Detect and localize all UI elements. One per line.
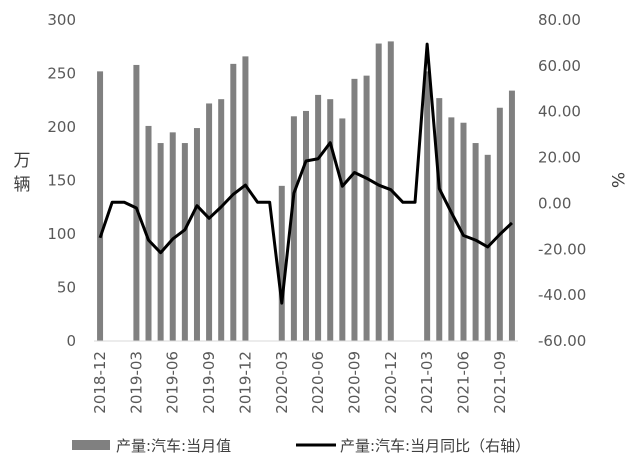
bar-2020-09 <box>351 78 358 341</box>
bar-series <box>97 41 515 342</box>
x-tick-label: 2019-06 <box>164 351 182 414</box>
bar-2020-05 <box>303 110 309 341</box>
y-right-tick-label: -60.00 <box>538 332 586 350</box>
tick-labels: 0 50 100 150 200 250 300 -60.00 -40.00 -20.00 0.00… <box>47 11 586 414</box>
bar-2019-07 <box>181 143 188 341</box>
yoy-line <box>98 42 513 305</box>
bar-2019-11 <box>230 63 237 342</box>
legend-bar-label: 产量:汽车:当月值 <box>116 437 231 455</box>
bar-2021-03 <box>424 71 431 342</box>
y-right-tick-label: 20.00 <box>538 149 581 167</box>
y-right-tick-label: -40.00 <box>538 286 586 304</box>
y-right-axis-title: % <box>607 172 626 188</box>
bar-2021-05 <box>448 117 455 342</box>
y-left-tick-label: 200 <box>47 118 76 136</box>
bar-2021-07 <box>472 143 479 341</box>
bar-2020-07 <box>327 99 334 342</box>
bar-2019-03 <box>133 64 140 341</box>
bar-2021-04 <box>436 98 443 341</box>
bar-2020-04 <box>290 116 297 341</box>
y-right-tick-label: 0.00 <box>538 194 571 212</box>
x-tick-label: 2021-09 <box>491 351 509 414</box>
bar-2021-10 <box>508 90 515 342</box>
bar-2020-11 <box>375 43 382 341</box>
bar-2019-05 <box>157 143 164 341</box>
x-tick-label: 2018-12 <box>91 351 109 414</box>
bar-2020-10 <box>363 75 370 341</box>
y-left-tick-label: 0 <box>66 332 76 350</box>
bar-2020-06 <box>315 94 322 342</box>
y-left-tick-label: 100 <box>47 225 76 243</box>
bar-2021-09 <box>496 107 503 342</box>
x-tick-label: 2020-12 <box>382 351 400 414</box>
y-right-tick-label: -20.00 <box>538 240 586 258</box>
bar-2020-08 <box>339 118 346 341</box>
bar-2020-03 <box>278 185 285 341</box>
y-left-tick-label: 50 <box>57 279 76 297</box>
x-tick-label: 2020-09 <box>345 351 363 414</box>
bar-2019-10 <box>218 99 225 342</box>
x-tick-label: 2021-03 <box>418 351 436 414</box>
y-left-tick-label: 150 <box>47 172 76 190</box>
y-left-tick-label: 300 <box>47 11 76 29</box>
bar-2019-09 <box>206 103 213 342</box>
bar-2018-12 <box>97 71 104 342</box>
x-tick-label: 2019-03 <box>127 351 145 414</box>
bar-2019-08 <box>193 128 200 341</box>
x-tick-label: 2020-06 <box>309 351 327 414</box>
x-tick-label: 2021-06 <box>454 351 472 414</box>
x-tick-label: 2019-12 <box>236 351 254 414</box>
legend: 产量:汽车:当月值 产量:汽车:当月同比（右轴） <box>72 437 530 455</box>
bar-2019-06 <box>169 132 176 341</box>
y-right-tick-label: 80.00 <box>538 11 581 29</box>
x-tick-label: 2019-09 <box>200 351 218 414</box>
legend-bar-swatch <box>72 440 110 450</box>
x-tick-label: 2020-03 <box>273 351 291 414</box>
bar-2021-06 <box>460 122 467 341</box>
bar-2019-04 <box>145 125 152 342</box>
y-right-tick-label: 40.00 <box>538 103 581 121</box>
bar-2019-12 <box>242 56 249 341</box>
y-left-axis-title: 万辆 <box>14 151 31 195</box>
y-right-tick-label: 60.00 <box>538 57 581 75</box>
legend-line-label: 产量:汽车:当月同比（右轴） <box>340 437 530 455</box>
y-left-tick-label: 250 <box>47 65 76 83</box>
line-series <box>98 42 513 305</box>
